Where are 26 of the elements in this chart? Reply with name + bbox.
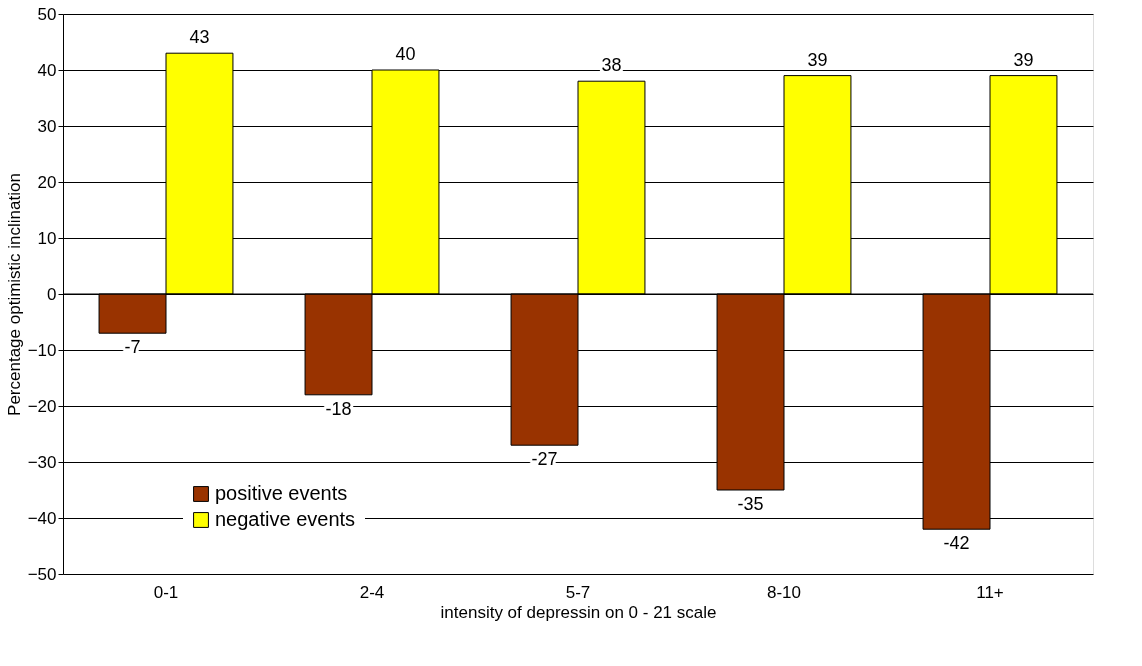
y-tick-label: 10: [37, 228, 57, 248]
y-tick-label: −50: [27, 564, 57, 584]
y-tick-label: −20: [27, 396, 57, 416]
y-tick-label: 40: [37, 60, 57, 80]
y-tick-label: −10: [27, 340, 57, 360]
y-tick-label: −30: [27, 452, 57, 472]
y-tick-label: 50: [37, 4, 57, 24]
x-tick-label: 8-10: [766, 582, 802, 602]
y-tick-label: 30: [37, 116, 57, 136]
data-label: 39: [1013, 49, 1034, 70]
y-tick-label: 0: [47, 284, 57, 304]
y-tick-label: 20: [37, 172, 57, 192]
x-tick-label: 5-7: [565, 582, 591, 602]
data-label: -35: [737, 494, 764, 514]
data-label: -42: [943, 533, 970, 554]
x-axis-title: intensity of depressin on 0 - 21 scale: [440, 602, 717, 622]
y-tick-label: −40: [27, 508, 57, 528]
x-tick-label: 0-1: [153, 582, 179, 602]
legend-label: positive events: [215, 482, 348, 504]
x-tick-label: 11+: [976, 582, 1004, 602]
y-axis-title: Percentage optimistic inclination: [4, 173, 24, 416]
legend-label: negative events: [215, 508, 356, 530]
data-label: 43: [189, 27, 210, 48]
x-tick-label: 2-4: [359, 582, 385, 602]
data-label: 39: [807, 49, 828, 70]
data-label: 40: [395, 44, 416, 64]
